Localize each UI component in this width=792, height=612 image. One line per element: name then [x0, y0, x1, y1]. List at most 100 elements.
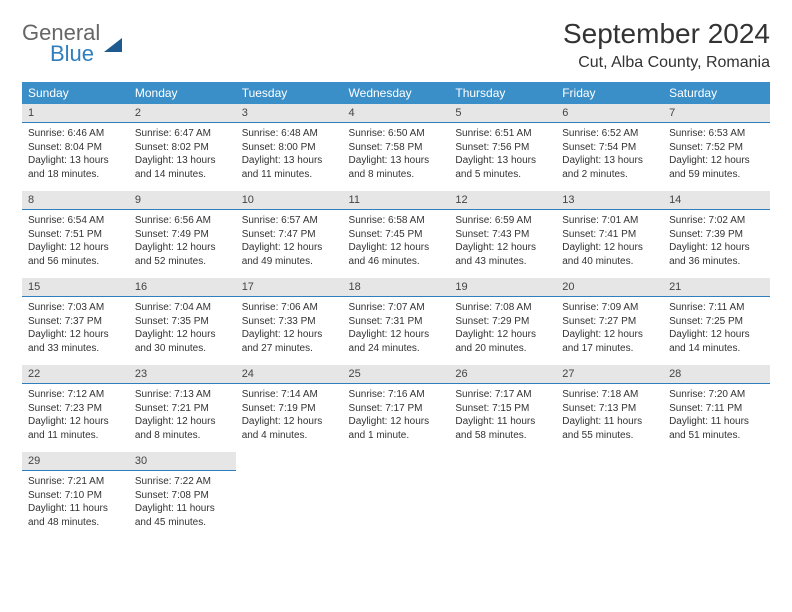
day-number-cell: 11	[343, 191, 450, 210]
day-number-cell: 14	[663, 191, 770, 210]
sunset-text: Sunset: 7:37 PM	[28, 315, 123, 329]
day-data-row: Sunrise: 6:46 AMSunset: 8:04 PMDaylight:…	[22, 123, 770, 192]
sunrise-text: Sunrise: 6:56 AM	[135, 214, 230, 228]
day-data-cell: Sunrise: 7:11 AMSunset: 7:25 PMDaylight:…	[663, 297, 770, 366]
daylight-text: Daylight: 12 hours and 17 minutes.	[562, 328, 657, 355]
sunset-text: Sunset: 7:58 PM	[349, 141, 444, 155]
daylight-text: Daylight: 12 hours and 56 minutes.	[28, 241, 123, 268]
day-data-cell: Sunrise: 6:52 AMSunset: 7:54 PMDaylight:…	[556, 123, 663, 192]
sunset-text: Sunset: 7:10 PM	[28, 489, 123, 503]
sunset-text: Sunset: 7:15 PM	[455, 402, 550, 416]
sunset-text: Sunset: 7:49 PM	[135, 228, 230, 242]
day-data-cell: Sunrise: 6:58 AMSunset: 7:45 PMDaylight:…	[343, 210, 450, 279]
brand-logo: General Blue	[22, 18, 122, 65]
daylight-text: Daylight: 13 hours and 14 minutes.	[135, 154, 230, 181]
sunrise-text: Sunrise: 6:46 AM	[28, 127, 123, 141]
dow-wed: Wednesday	[343, 82, 450, 104]
day-number-cell: 17	[236, 278, 343, 297]
brand-word2: Blue	[50, 43, 100, 65]
daylight-text: Daylight: 12 hours and 24 minutes.	[349, 328, 444, 355]
day-data-cell: Sunrise: 7:22 AMSunset: 7:08 PMDaylight:…	[129, 471, 236, 540]
sunset-text: Sunset: 7:27 PM	[562, 315, 657, 329]
day-number-row: 2930	[22, 452, 770, 471]
day-number-cell: 23	[129, 365, 236, 384]
daylight-text: Daylight: 11 hours and 55 minutes.	[562, 415, 657, 442]
daylight-text: Daylight: 13 hours and 2 minutes.	[562, 154, 657, 181]
day-data-row: Sunrise: 6:54 AMSunset: 7:51 PMDaylight:…	[22, 210, 770, 279]
day-number-cell	[663, 452, 770, 471]
day-data-cell: Sunrise: 7:17 AMSunset: 7:15 PMDaylight:…	[449, 384, 556, 453]
sunset-text: Sunset: 7:33 PM	[242, 315, 337, 329]
sunset-text: Sunset: 8:02 PM	[135, 141, 230, 155]
day-data-cell	[343, 471, 450, 540]
dow-sat: Saturday	[663, 82, 770, 104]
sunset-text: Sunset: 7:21 PM	[135, 402, 230, 416]
day-data-cell	[236, 471, 343, 540]
sunrise-text: Sunrise: 6:52 AM	[562, 127, 657, 141]
daylight-text: Daylight: 12 hours and 1 minute.	[349, 415, 444, 442]
daylight-text: Daylight: 12 hours and 4 minutes.	[242, 415, 337, 442]
daylight-text: Daylight: 12 hours and 46 minutes.	[349, 241, 444, 268]
sunrise-text: Sunrise: 6:54 AM	[28, 214, 123, 228]
day-data-cell: Sunrise: 7:04 AMSunset: 7:35 PMDaylight:…	[129, 297, 236, 366]
sunrise-text: Sunrise: 7:06 AM	[242, 301, 337, 315]
day-number-row: 1234567	[22, 104, 770, 123]
day-number-cell	[343, 452, 450, 471]
day-number-cell: 22	[22, 365, 129, 384]
daylight-text: Daylight: 12 hours and 52 minutes.	[135, 241, 230, 268]
sunset-text: Sunset: 7:23 PM	[28, 402, 123, 416]
daylight-text: Daylight: 12 hours and 30 minutes.	[135, 328, 230, 355]
sunrise-text: Sunrise: 7:08 AM	[455, 301, 550, 315]
sunset-text: Sunset: 7:47 PM	[242, 228, 337, 242]
sunrise-text: Sunrise: 6:50 AM	[349, 127, 444, 141]
sunset-text: Sunset: 7:17 PM	[349, 402, 444, 416]
daylight-text: Daylight: 12 hours and 59 minutes.	[669, 154, 764, 181]
day-data-cell: Sunrise: 7:13 AMSunset: 7:21 PMDaylight:…	[129, 384, 236, 453]
sunrise-text: Sunrise: 6:47 AM	[135, 127, 230, 141]
day-data-row: Sunrise: 7:12 AMSunset: 7:23 PMDaylight:…	[22, 384, 770, 453]
brand-triangle-icon	[104, 38, 122, 52]
daylight-text: Daylight: 11 hours and 58 minutes.	[455, 415, 550, 442]
dow-fri: Friday	[556, 82, 663, 104]
day-number-cell: 7	[663, 104, 770, 123]
sunrise-text: Sunrise: 6:53 AM	[669, 127, 764, 141]
sunset-text: Sunset: 7:51 PM	[28, 228, 123, 242]
sunset-text: Sunset: 7:43 PM	[455, 228, 550, 242]
day-data-cell: Sunrise: 6:48 AMSunset: 8:00 PMDaylight:…	[236, 123, 343, 192]
sunrise-text: Sunrise: 7:16 AM	[349, 388, 444, 402]
day-number-cell: 2	[129, 104, 236, 123]
day-number-row: 15161718192021	[22, 278, 770, 297]
sunset-text: Sunset: 7:54 PM	[562, 141, 657, 155]
day-data-cell: Sunrise: 6:53 AMSunset: 7:52 PMDaylight:…	[663, 123, 770, 192]
sunrise-text: Sunrise: 6:57 AM	[242, 214, 337, 228]
sunset-text: Sunset: 7:25 PM	[669, 315, 764, 329]
day-data-cell	[449, 471, 556, 540]
sunrise-text: Sunrise: 7:11 AM	[669, 301, 764, 315]
day-number-cell: 10	[236, 191, 343, 210]
daylight-text: Daylight: 11 hours and 48 minutes.	[28, 502, 123, 529]
sunset-text: Sunset: 7:35 PM	[135, 315, 230, 329]
daylight-text: Daylight: 12 hours and 49 minutes.	[242, 241, 337, 268]
day-data-cell: Sunrise: 7:01 AMSunset: 7:41 PMDaylight:…	[556, 210, 663, 279]
daylight-text: Daylight: 13 hours and 5 minutes.	[455, 154, 550, 181]
day-number-cell	[556, 452, 663, 471]
daylight-text: Daylight: 12 hours and 20 minutes.	[455, 328, 550, 355]
day-number-cell: 13	[556, 191, 663, 210]
location-label: Cut, Alba County, Romania	[563, 54, 770, 72]
sunset-text: Sunset: 7:19 PM	[242, 402, 337, 416]
daylight-text: Daylight: 12 hours and 36 minutes.	[669, 241, 764, 268]
calendar-table: Sunday Monday Tuesday Wednesday Thursday…	[22, 82, 770, 539]
daylight-text: Daylight: 12 hours and 43 minutes.	[455, 241, 550, 268]
day-data-cell: Sunrise: 6:54 AMSunset: 7:51 PMDaylight:…	[22, 210, 129, 279]
day-number-cell	[449, 452, 556, 471]
daylight-text: Daylight: 13 hours and 18 minutes.	[28, 154, 123, 181]
sunrise-text: Sunrise: 7:21 AM	[28, 475, 123, 489]
dow-thu: Thursday	[449, 82, 556, 104]
day-number-cell: 1	[22, 104, 129, 123]
day-data-row: Sunrise: 7:21 AMSunset: 7:10 PMDaylight:…	[22, 471, 770, 540]
day-number-cell: 4	[343, 104, 450, 123]
daylight-text: Daylight: 11 hours and 45 minutes.	[135, 502, 230, 529]
day-data-cell: Sunrise: 7:14 AMSunset: 7:19 PMDaylight:…	[236, 384, 343, 453]
sunset-text: Sunset: 7:29 PM	[455, 315, 550, 329]
day-number-cell: 3	[236, 104, 343, 123]
